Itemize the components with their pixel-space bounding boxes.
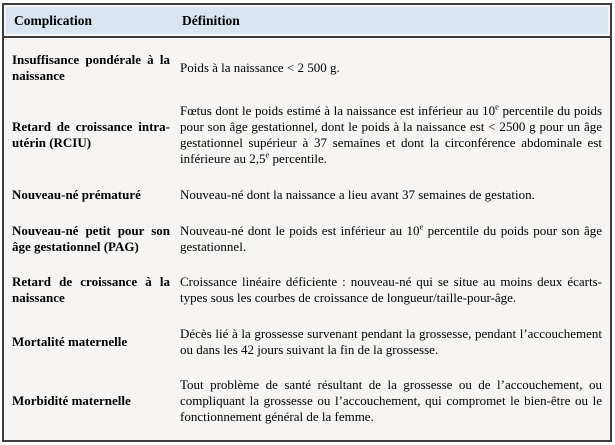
table-body: Insuffisance pondérale à la naissance Po… [4,38,610,440]
definition-cell: Fœtus dont le poids estimé à la naissanc… [180,101,603,167]
definition-cell: Tout problème de santé résultant de la g… [180,377,602,425]
table-row: Mortalité maternelle Décès lié à la gros… [4,318,610,366]
table-row: Retard de croissance intra-utérin (RCIU)… [4,95,610,175]
definition-cell: Nouveau-né dont la naissance a lieu avan… [180,186,535,202]
table-row: Nouveau-né petit pour son âge gestationn… [4,215,610,263]
complication-cell: Nouveau-né petit pour son âge gestationn… [12,222,170,254]
complications-table: Complication Définition Insuffisance pon… [2,3,612,442]
complication-cell: Morbidité maternelle [12,393,131,409]
complication-cell: Mortalité maternelle [12,333,128,349]
table-row: Insuffisance pondérale à la naissance Po… [4,44,610,92]
header-cell-definition: Définition [182,13,240,28]
complication-cell: Retard de croissance intra-utérin (RCIU) [12,119,170,151]
complication-cell: Retard de croissance à la naissance [12,274,170,306]
complication-cell: Nouveau-né prématuré [12,186,141,202]
table-row: Retard de croissance à la naissance Croi… [4,266,610,314]
table-row: Nouveau-né prématuré Nouveau-né dont la … [4,179,610,211]
header-cell-complication: Complication [14,13,93,28]
definition-cell: Poids à la naissance < 2 500 g. [180,59,340,75]
definition-cell: Nouveau-né dont le poids est inférieur a… [180,221,603,254]
definition-cell: Décès lié à la grossesse survenant penda… [180,325,602,357]
table-row: Morbidité maternelle Tout problème de sa… [4,369,610,433]
complication-cell: Insuffisance pondérale à la naissance [12,51,170,83]
header-divider [4,36,610,38]
table-header-row: Complication Définition [6,7,608,34]
definition-cell: Croissance linéaire déficiente : nouveau… [180,274,602,306]
